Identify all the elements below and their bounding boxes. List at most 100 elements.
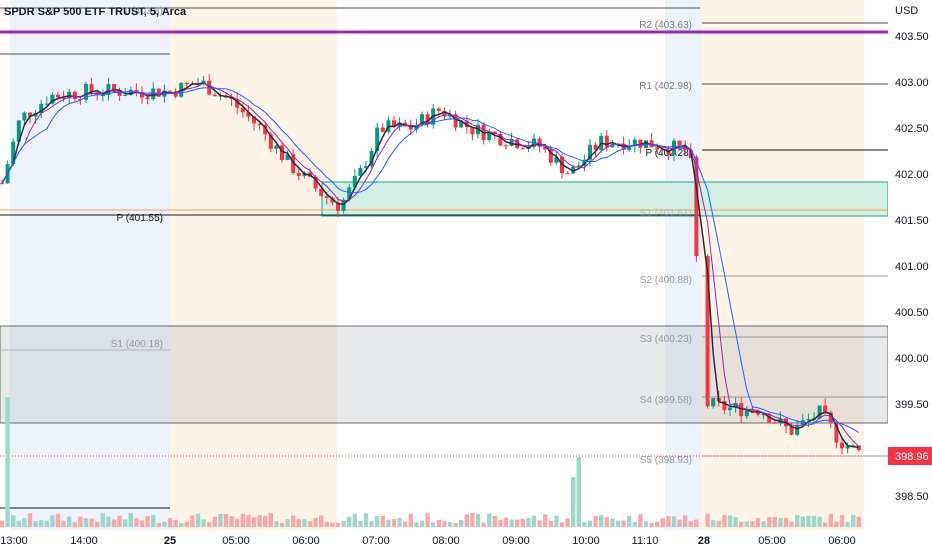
candle-body — [168, 90, 172, 92]
volume-bar — [587, 520, 593, 527]
volume-bar — [363, 513, 369, 527]
volume-bar — [218, 513, 223, 527]
volume-bar — [274, 521, 279, 527]
price-axis[interactable]: USD 403.50 403.00 402.50 402.00 401.50 401.00… — [888, 0, 932, 530]
candle-body — [772, 422, 777, 424]
volume-bar — [111, 519, 117, 527]
candle-body — [582, 159, 587, 166]
volume-bar — [655, 521, 660, 527]
session-bg-blue — [10, 0, 170, 530]
session-bg-orange — [702, 0, 864, 530]
volume-bar — [27, 513, 33, 527]
volume-bar — [526, 517, 531, 527]
volume-bar — [0, 520, 5, 527]
candle-body — [257, 123, 262, 126]
price-tick-label: 398.50 — [895, 491, 929, 503]
candle-body — [28, 112, 32, 117]
volume-bar — [83, 518, 89, 527]
volume-bar — [291, 515, 296, 527]
candle-body — [744, 409, 749, 417]
candle-body — [464, 120, 469, 128]
zones — [0, 181, 889, 424]
candle-body — [280, 145, 284, 160]
pivot-label: S2 (400.88) — [640, 275, 692, 286]
volume-bar — [431, 522, 436, 527]
candle-body — [392, 120, 396, 128]
session-bg-blue — [665, 0, 702, 530]
volume-bar — [419, 520, 425, 527]
candle-body — [722, 401, 727, 411]
candle-body — [828, 412, 833, 424]
last-price-tag-label: 398.96 — [895, 451, 929, 463]
volume-bar — [358, 520, 363, 527]
candle-body — [140, 91, 144, 98]
candle-body — [487, 131, 492, 141]
candle-body — [240, 107, 245, 113]
candle-body — [554, 156, 559, 163]
volume-bar — [789, 521, 794, 527]
volume-bar — [285, 519, 290, 527]
volume-bar — [559, 522, 565, 527]
volume-bar — [453, 522, 458, 527]
candle-body — [44, 103, 49, 105]
candle-body — [817, 405, 822, 419]
time-tick-label: 28 — [698, 535, 710, 547]
volume-bar — [50, 515, 55, 527]
time-tick-label: 13:00 — [0, 535, 28, 547]
volume-bar — [487, 513, 492, 527]
volume-bar — [806, 515, 811, 527]
pivot-label: R2 (403.63) — [639, 20, 692, 31]
candle-body — [123, 95, 128, 97]
volume-bar — [475, 513, 481, 527]
candle-body — [156, 88, 161, 97]
volume-bar — [240, 513, 245, 527]
candle-body — [425, 114, 430, 125]
time-axis[interactable]: 13:00 14:00 25 05:00 06:00 07:00 08:00 09:00 10:… — [0, 530, 932, 550]
time-tick-label: 25 — [164, 535, 176, 547]
volume-bar — [823, 522, 828, 527]
volume-bar — [128, 513, 133, 527]
candle-body — [504, 145, 508, 147]
volume-bar — [375, 515, 380, 527]
volume-bar — [408, 513, 413, 527]
volume-bar — [307, 521, 313, 527]
price-tick-label: 401.00 — [895, 261, 929, 273]
candle-body — [576, 165, 581, 167]
time-tick-label: 05:00 — [758, 535, 786, 547]
volume-bar — [683, 515, 688, 527]
session-bg-orange — [170, 0, 337, 530]
time-tick-label: 11:10 — [632, 535, 659, 547]
volume-bar — [554, 515, 559, 527]
candle-body — [767, 414, 772, 423]
volume-bar — [811, 515, 817, 527]
volume-bar — [459, 519, 464, 527]
price-tick-label: 400.50 — [895, 307, 929, 319]
candle-body — [212, 94, 217, 97]
pivot-label: S1 (400.18) — [111, 339, 163, 350]
volume-bar — [246, 514, 251, 527]
candle-body — [84, 84, 88, 100]
candle-body — [498, 134, 503, 146]
candle-body — [72, 91, 77, 99]
pivot-lines-session1: R1 (403.8) P (401.55) S1 (400.18) — [0, 6, 888, 509]
volume-bar — [705, 513, 710, 527]
volume-bar — [235, 518, 240, 527]
volume-bar — [509, 519, 514, 527]
volume-bar — [44, 520, 49, 527]
candle-body — [537, 138, 542, 147]
volume-bar — [464, 514, 469, 527]
volume-bar — [22, 518, 27, 527]
volume-bar — [212, 516, 217, 527]
volume-bar — [89, 518, 94, 527]
candle-body — [593, 144, 598, 150]
demand-zone — [321, 181, 889, 217]
volume-bar — [324, 521, 329, 527]
volume-bar — [123, 519, 128, 527]
candle-body — [548, 149, 553, 163]
candle-body — [543, 146, 548, 150]
pivot-label: P (401.55) — [116, 213, 163, 224]
candle-body — [235, 99, 240, 108]
volume-bar — [319, 515, 324, 527]
candle-body — [319, 188, 324, 197]
